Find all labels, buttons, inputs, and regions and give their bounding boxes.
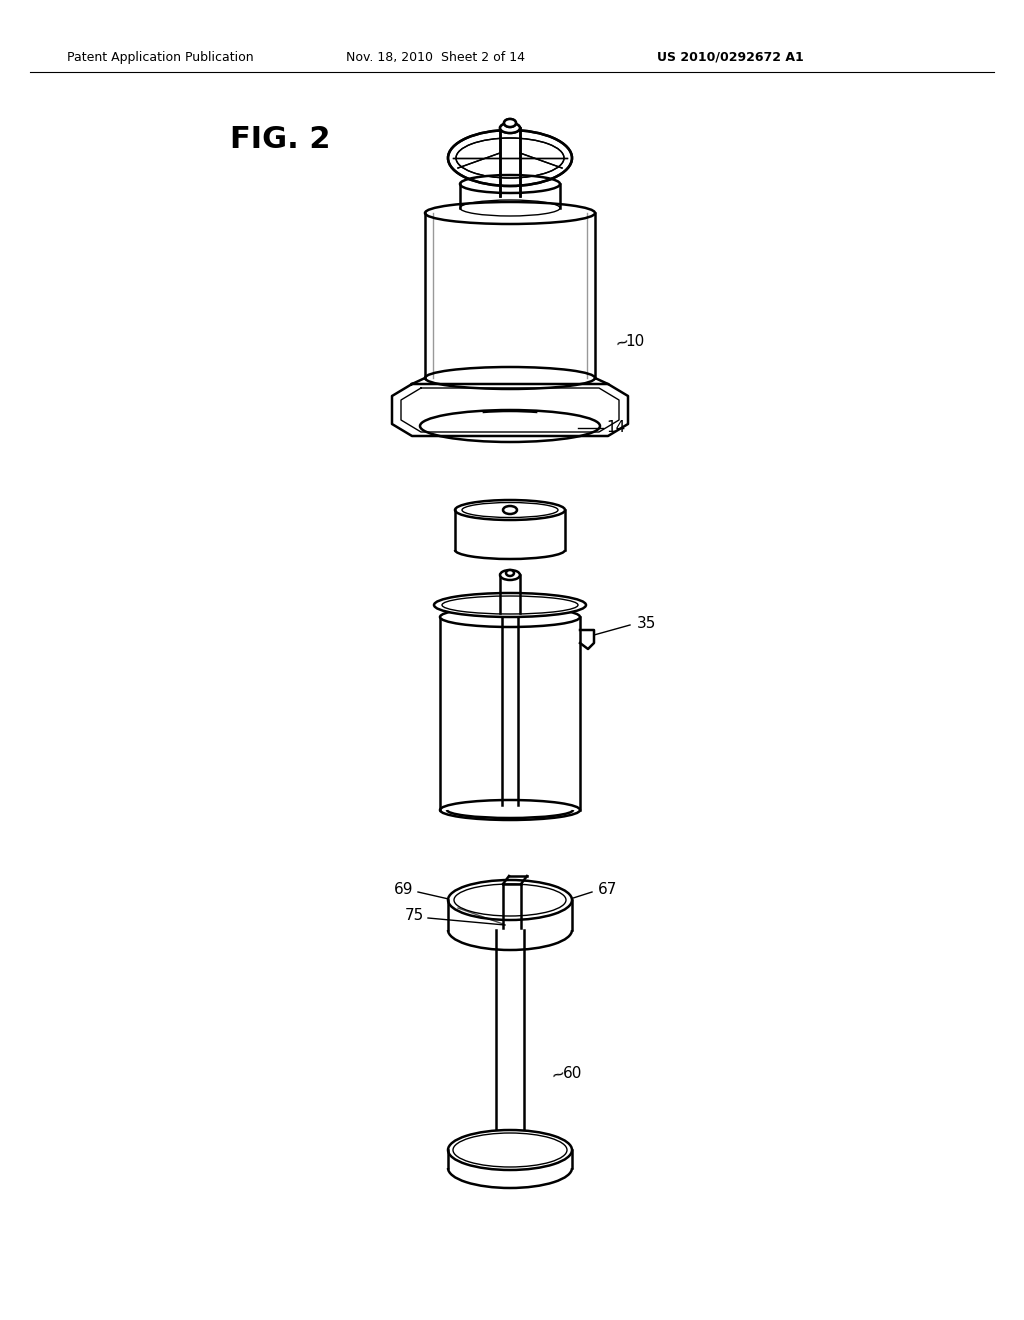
Ellipse shape [440,607,580,627]
Text: ~: ~ [613,333,631,354]
Ellipse shape [506,570,514,576]
Text: FIG. 2: FIG. 2 [229,125,331,154]
Text: Patent Application Publication: Patent Application Publication [67,50,253,63]
Text: US 2010/0292672 A1: US 2010/0292672 A1 [656,50,804,63]
Ellipse shape [460,176,560,193]
Ellipse shape [449,880,572,920]
Ellipse shape [500,123,520,133]
Ellipse shape [425,202,595,224]
Text: 67: 67 [598,883,617,898]
Text: 35: 35 [636,615,655,631]
Ellipse shape [455,500,565,520]
Ellipse shape [503,506,517,513]
Ellipse shape [434,593,586,616]
Ellipse shape [500,570,520,579]
Text: 60: 60 [563,1065,583,1081]
Ellipse shape [449,1130,572,1170]
Text: 14: 14 [606,421,626,436]
Text: 69: 69 [394,883,414,898]
Ellipse shape [504,119,516,127]
Ellipse shape [450,132,570,183]
Text: Nov. 18, 2010  Sheet 2 of 14: Nov. 18, 2010 Sheet 2 of 14 [345,50,524,63]
Text: 10: 10 [626,334,645,348]
Text: 75: 75 [404,908,424,924]
Text: ~: ~ [549,1064,567,1085]
